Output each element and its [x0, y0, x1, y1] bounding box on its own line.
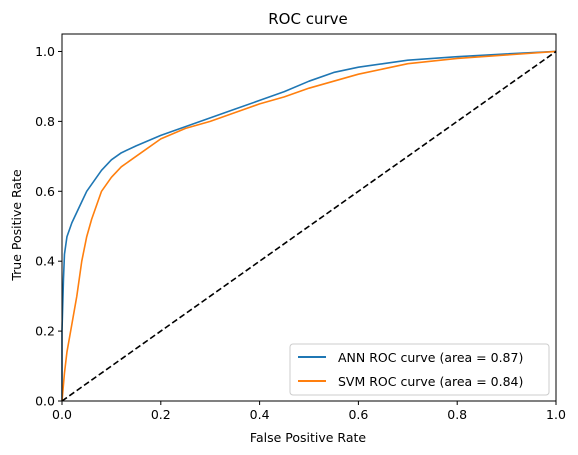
x-axis-label: False Positive Rate	[250, 430, 366, 445]
y-axis-label: True Positive Rate	[9, 169, 24, 282]
y-tick-label: 0.6	[35, 184, 55, 199]
legend-label-ann: ANN ROC curve (area = 0.87)	[338, 350, 523, 365]
x-tick-label: 0.8	[447, 407, 467, 422]
x-tick-label: 0.4	[250, 407, 270, 422]
y-tick-label: 1.0	[35, 44, 55, 59]
y-tick-label: 0.4	[35, 254, 55, 269]
series-line-svm	[61, 50, 557, 402]
y-tick-label: 0.0	[35, 394, 55, 409]
x-tick-label: 0.2	[151, 407, 171, 422]
chart-title: ROC curve	[268, 10, 348, 28]
x-tick-label: 0.6	[348, 407, 368, 422]
series-line-ann	[61, 50, 557, 401]
plot-area	[61, 33, 557, 402]
diagonal-reference-line	[61, 50, 557, 402]
legend-label-svm: SVM ROC curve (area = 0.84)	[338, 374, 523, 389]
y-axis: 0.0 0.2 0.4 0.6 0.8 1.0	[35, 44, 62, 409]
x-tick-label: 1.0	[546, 407, 566, 422]
x-axis: 0.0 0.2 0.4 0.6 0.8 1.0	[52, 401, 566, 422]
legend: ANN ROC curve (area = 0.87) SVM ROC curv…	[289, 343, 550, 396]
plot-frame	[61, 33, 557, 402]
plot-background	[62, 34, 556, 401]
legend-box	[289, 343, 550, 396]
y-tick-label: 0.8	[35, 114, 55, 129]
x-tick-label: 0.0	[52, 407, 72, 422]
y-tick-label: 0.2	[35, 324, 55, 339]
